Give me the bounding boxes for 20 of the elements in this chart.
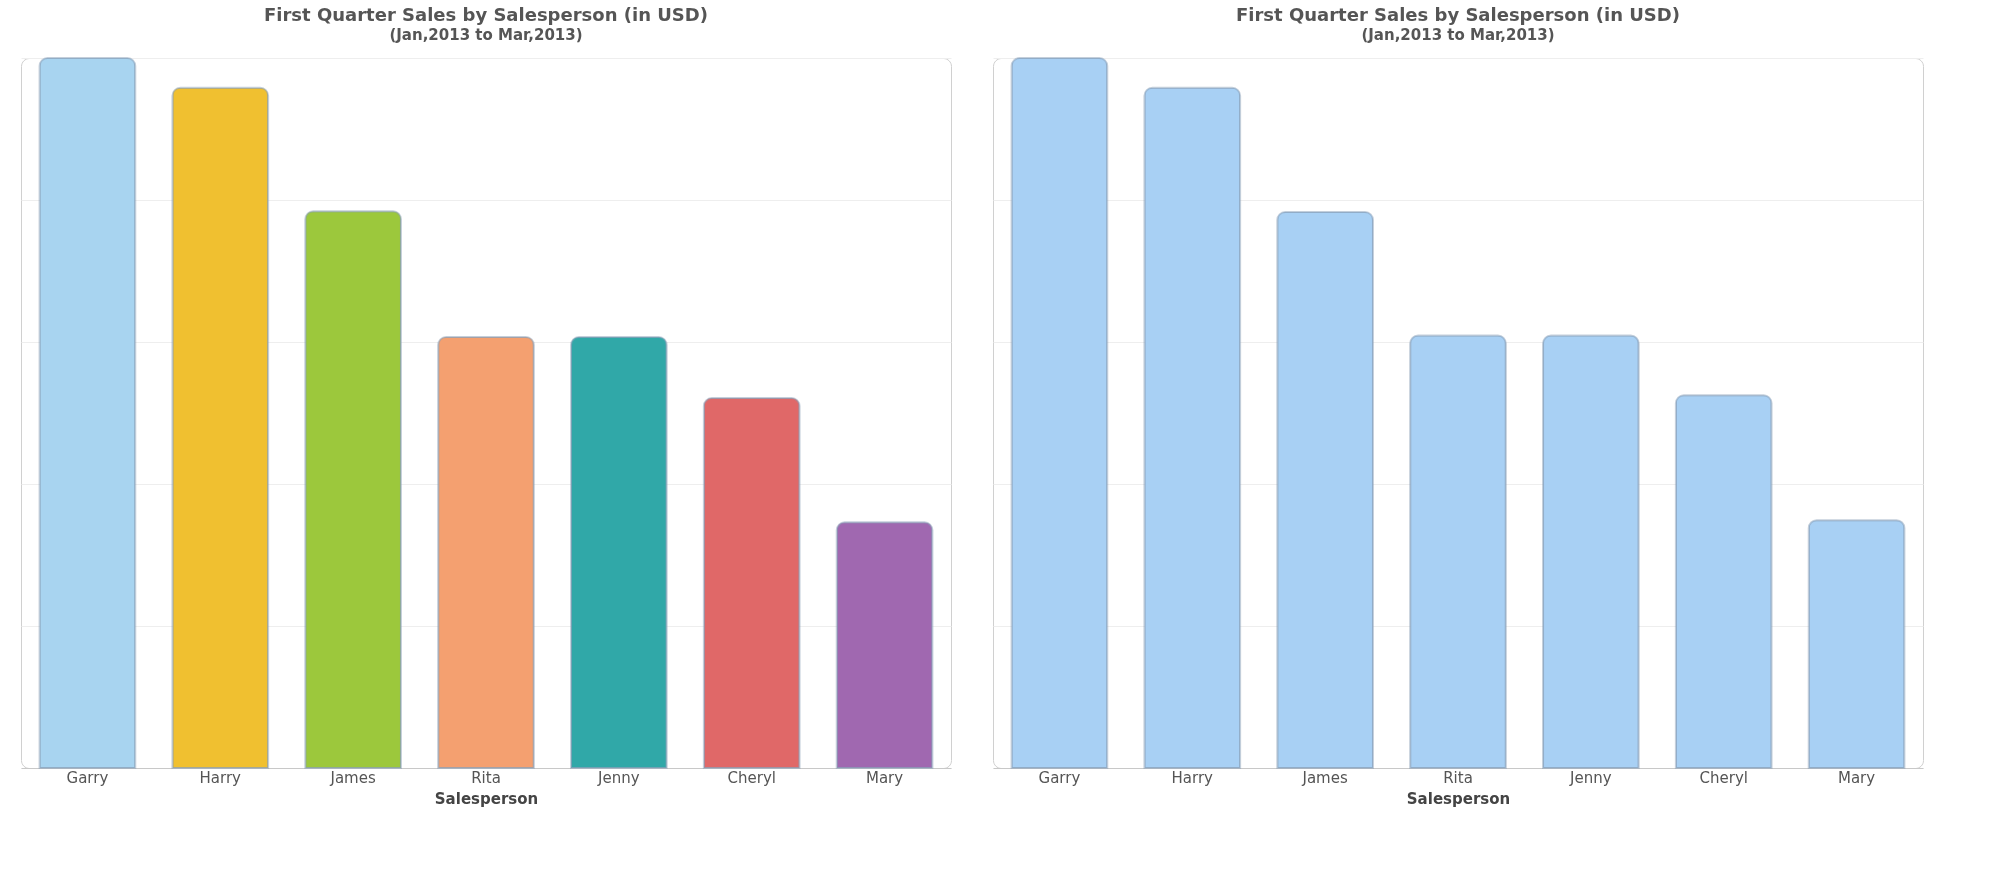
x-tick-label: Mary: [1837, 768, 1876, 787]
chart-subtitle: (Jan,2013 to Mar,2013): [389, 26, 583, 44]
x-tick-label: Jenny: [1569, 768, 1612, 787]
chart-title: First Quarter Sales by Salesperson (in USD): [1236, 4, 1680, 25]
x-tick-label: James: [329, 768, 376, 787]
x-tick-label: Cheryl: [1699, 768, 1748, 787]
x-axis-title: Salesperson: [434, 789, 539, 808]
x-tick-label: Mary: [865, 768, 904, 787]
chart-subtitle: (Jan,2013 to Mar,2013): [1361, 26, 1555, 44]
chart-title: First Quarter Sales by Salesperson (in USD): [264, 4, 708, 25]
x-axis-title: Salesperson: [1406, 789, 1511, 808]
x-tick-label: James: [1301, 768, 1348, 787]
x-tick-label: Cheryl: [727, 768, 776, 787]
x-tick-label: Jenny: [597, 768, 640, 787]
x-tick-label: Rita: [471, 768, 501, 787]
x-tick-label: Garry: [1038, 768, 1081, 787]
x-tick-label: Rita: [1443, 768, 1473, 787]
x-tick-label: Harry: [199, 768, 242, 787]
x-tick-label: Harry: [1171, 768, 1214, 787]
x-tick-label: Garry: [66, 768, 109, 787]
